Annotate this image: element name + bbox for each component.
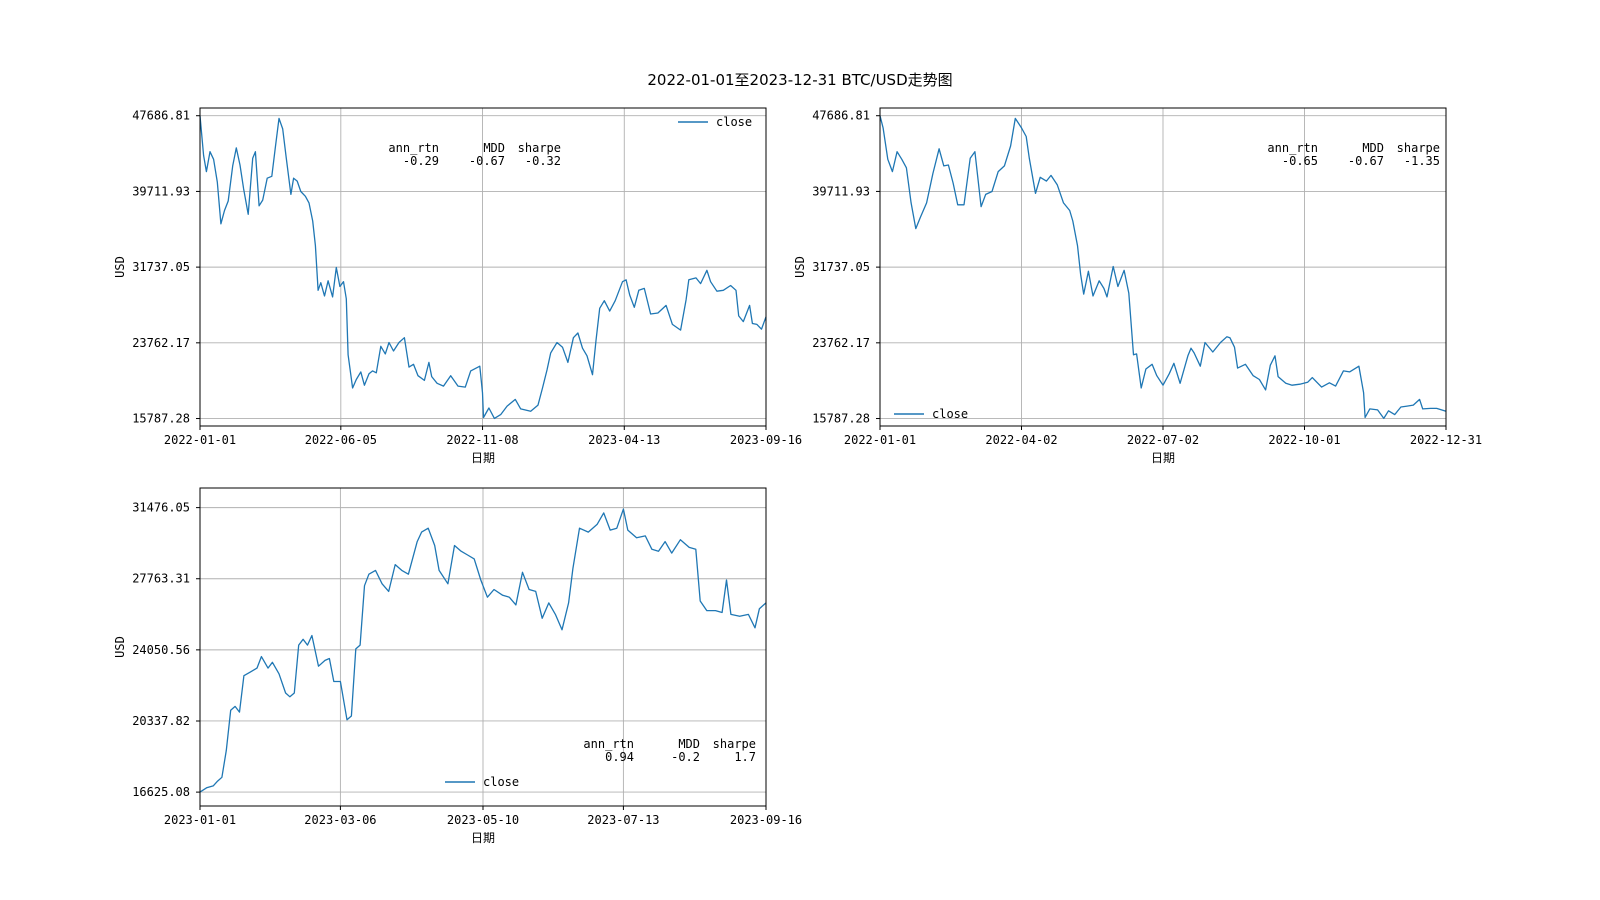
stats-value: -1.35	[1404, 154, 1440, 168]
series-line-close	[199, 508, 767, 793]
x-tick-label: 2023-04-13	[588, 433, 660, 447]
x-axis-label: 日期	[1151, 451, 1175, 465]
stats-value: -0.65	[1282, 154, 1318, 168]
x-tick-label: 2022-04-02	[985, 433, 1057, 447]
stats-value: 0.94	[605, 750, 634, 764]
y-tick-label: 23762.17	[812, 336, 870, 350]
chart-panel-btc-2023: 2023-01-01 2023-03-06 2023-05-10 2023-07-13…	[113, 487, 802, 845]
stats-header: ann_rtn	[388, 141, 439, 155]
y-tick-label: 16625.08	[132, 785, 190, 799]
y-tick-label: 31737.05	[132, 260, 190, 274]
y-tick-label: 39711.93	[812, 184, 870, 198]
stats-value: -0.32	[525, 154, 561, 168]
y-tick-label: 39711.93	[132, 184, 190, 198]
x-axis-label: 日期	[471, 451, 495, 465]
stats-value: -0.67	[1348, 154, 1384, 168]
chart-panel-btc-full-period: 2022-01-01 2022-06-05 2022-11-08 2023-04-13…	[113, 107, 802, 465]
y-axis-label: USD	[113, 636, 127, 658]
y-tick-label: 15787.28	[132, 412, 190, 426]
y-tick-label: 24050.56	[132, 643, 190, 657]
x-tick-label: 2022-01-01	[164, 433, 236, 447]
y-tick-label: 23762.17	[132, 336, 190, 350]
legend-label: close	[483, 775, 519, 789]
legend-label: close	[932, 407, 968, 421]
x-tick-label: 2022-07-02	[1127, 433, 1199, 447]
series-line-close	[879, 115, 1447, 420]
chart-panel-btc-2022: 2022-01-01 2022-04-02 2022-07-02 2022-10-01…	[793, 107, 1482, 465]
x-tick-label: 2022-11-08	[446, 433, 518, 447]
stats-header: sharpe	[713, 737, 756, 751]
x-tick-label: 2023-09-16	[730, 813, 802, 827]
y-axis-label: USD	[113, 256, 127, 278]
x-tick-label: 2022-10-01	[1268, 433, 1340, 447]
figure-title: 2022-01-01至2023-12-31 BTC/USD走势图	[647, 71, 953, 89]
y-tick-label: 27763.31	[132, 572, 190, 586]
y-tick-label: 47686.81	[132, 109, 190, 123]
stats-value: -0.67	[469, 154, 505, 168]
y-tick-label: 31476.05	[132, 501, 190, 515]
stats-header: MDD	[678, 737, 700, 751]
stats-header: ann_rtn	[1267, 141, 1318, 155]
x-tick-label: 2023-01-01	[164, 813, 236, 827]
y-tick-label: 20337.82	[132, 714, 190, 728]
stats-header: ann_rtn	[583, 737, 634, 751]
stats-value: -0.29	[403, 154, 439, 168]
series-line-close	[199, 115, 767, 420]
x-tick-label: 2022-12-31	[1410, 433, 1482, 447]
stats-header: sharpe	[518, 141, 561, 155]
stats-header: sharpe	[1397, 141, 1440, 155]
stats-header: MDD	[483, 141, 505, 155]
x-tick-label: 2023-03-06	[304, 813, 376, 827]
y-axis-label: USD	[793, 256, 807, 278]
y-tick-label: 47686.81	[812, 109, 870, 123]
y-tick-label: 31737.05	[812, 260, 870, 274]
x-tick-label: 2023-07-13	[587, 813, 659, 827]
stats-header: MDD	[1362, 141, 1384, 155]
stats-value: 1.7	[734, 750, 756, 764]
stats-value: -0.2	[671, 750, 700, 764]
x-tick-label: 2023-09-16	[730, 433, 802, 447]
x-axis-label: 日期	[471, 831, 495, 845]
x-tick-label: 2022-06-05	[305, 433, 377, 447]
legend-label: close	[716, 115, 752, 129]
y-tick-label: 15787.28	[812, 412, 870, 426]
x-tick-label: 2023-05-10	[447, 813, 519, 827]
x-tick-label: 2022-01-01	[844, 433, 916, 447]
